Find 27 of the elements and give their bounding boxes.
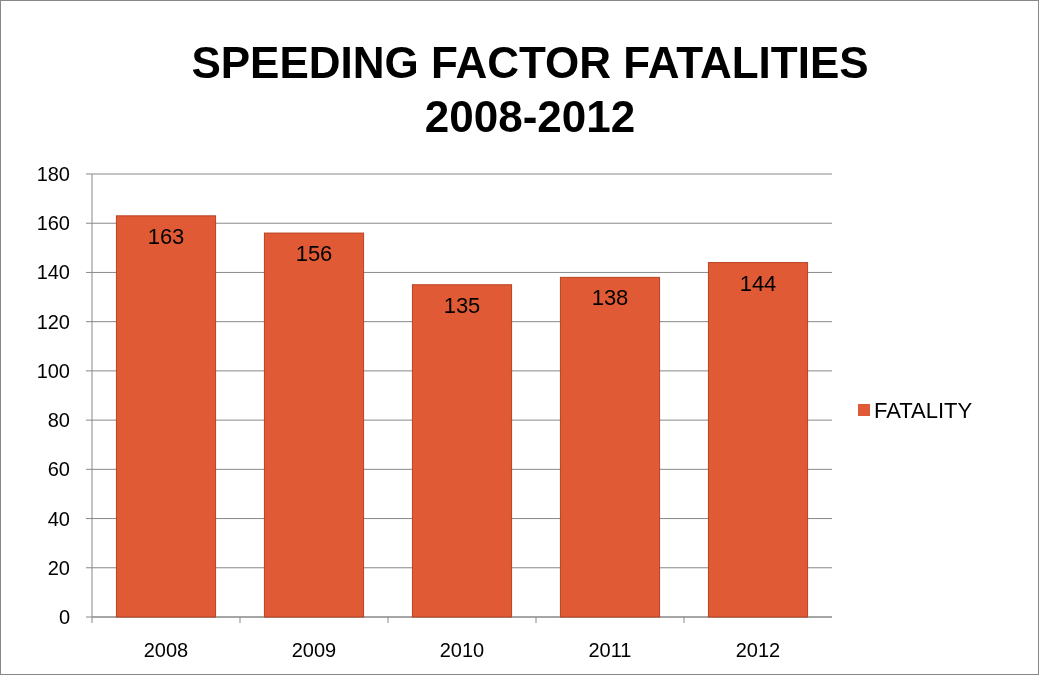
y-tick-label: 100 [36, 359, 70, 382]
y-tick-label: 160 [36, 212, 70, 235]
data-label: 135 [443, 292, 481, 318]
chart-title: SPEEDING FACTOR FATALITIES 2008-2012 [191, 38, 869, 141]
x-tick-label: 2012 [735, 639, 781, 661]
y-tick-label: 60 [47, 458, 70, 481]
y-tick-label: 40 [47, 507, 70, 530]
x-tick-label: 2011 [588, 639, 632, 661]
data-label: 163 [147, 223, 185, 249]
data-label: 138 [591, 285, 629, 311]
bar [559, 276, 661, 618]
bar [263, 232, 365, 618]
text: FATALITY [874, 398, 973, 423]
x-tick-label: 2009 [291, 639, 337, 661]
bar [115, 215, 217, 618]
y-tick-label: 140 [36, 261, 70, 284]
x-tick-label: 2008 [143, 639, 189, 661]
y-tick-label: 180 [36, 163, 70, 185]
y-tick-label: 0 [58, 606, 70, 628]
y-tick-label: 120 [36, 310, 70, 333]
bar [707, 262, 809, 618]
data-label: 144 [739, 270, 777, 296]
y-tick-label: 80 [47, 409, 70, 432]
y-tick-label: 20 [47, 556, 70, 579]
bar [411, 284, 513, 618]
x-tick-label: 2010 [439, 639, 485, 661]
data-label: 156 [295, 241, 333, 267]
